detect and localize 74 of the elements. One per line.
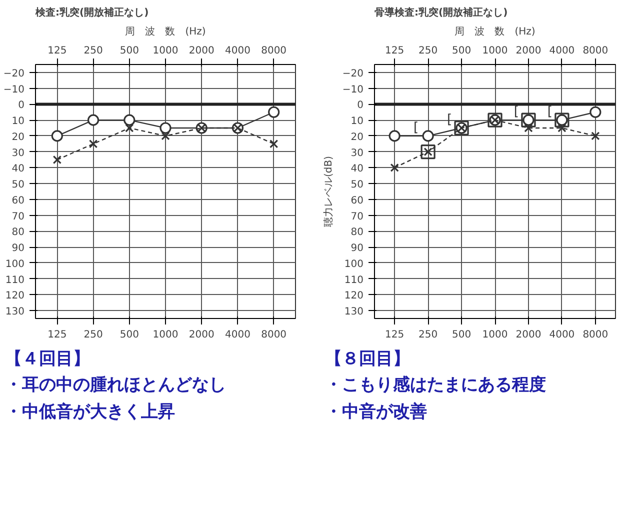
y-tick-label: 80 [350,227,364,238]
x-tick-label: 125 [385,46,404,56]
category-label: 2000 [188,330,214,340]
x-tick-label: 500 [120,46,139,56]
annotation: [ [514,104,520,120]
y-tick-label: 30 [12,148,25,159]
category-label: 500 [452,330,472,340]
x-tick-label: 2000 [188,46,214,56]
text: ・中低音が大きく上昇 [5,400,176,424]
y-tick-label: 100 [344,258,364,270]
x-tick-label: 125 [48,46,67,56]
y-tick-label: 120 [344,290,364,302]
chart-title: 検査:乳突(開放補正なし) [34,6,149,18]
text: 【４回目】 [5,348,91,371]
x-axis-title: 周 波 数 (Hz) [454,26,536,38]
y-tick-label: 130 [5,306,25,318]
x-tick-label: 1000 [152,46,178,56]
y-tick-label: 110 [5,274,25,286]
chart-title: 骨導検査:乳突(開放補正なし) [374,6,508,18]
category-label: 250 [84,330,103,340]
category-label: 125 [48,330,67,340]
y-tick-label: 30 [350,148,364,159]
y-tick-label: 80 [12,227,25,238]
y-tick-label: 20 [12,132,25,143]
y-tick-label: −10 [3,84,25,96]
y-tick-label: 50 [12,180,25,191]
y-tick-label: 20 [350,132,364,143]
x-tick-label: 8000 [582,46,608,56]
annotation: [ [547,104,552,120]
y-tick-label: 90 [350,243,364,254]
y-tick-label: 70 [350,211,364,222]
category-label: 8000 [261,330,287,340]
y-tick-label: −20 [342,68,364,80]
x-tick-label: 250 [418,46,438,56]
y-tick-label: 130 [344,306,364,318]
x-tick-label: 500 [452,46,472,56]
text: ・こもり感はたまにある程度 [325,374,546,398]
y-tick-label: 100 [5,258,25,270]
y-tick-label: 60 [350,195,364,206]
x-axis-title: 周 波 数 (Hz) [125,26,206,38]
text: 【８回目】 [325,348,411,371]
x-tick-label: 2000 [516,46,542,56]
x-tick-label: 1000 [482,46,508,56]
y-tick-label: 10 [12,116,25,128]
category-label: 8000 [582,330,608,340]
category-label: 125 [385,330,404,340]
x-tick-label: 4000 [549,46,575,56]
x-tick-label: 4000 [225,46,250,56]
y-tick-label: 60 [12,195,25,206]
y-tick-label: 70 [12,211,25,222]
category-label: 4000 [549,330,575,340]
category-label: 2000 [516,330,542,340]
y-tick-label: 0 [357,100,364,112]
category-label: 500 [120,330,139,340]
category-label: 1000 [482,330,508,340]
y-tick-label: 50 [350,180,364,191]
y-tick-label: 0 [18,100,25,112]
y-tick-label: 120 [5,290,25,302]
y-tick-label: −20 [3,68,25,80]
y-axis-title: 聴力レベル(dB) [322,156,334,228]
category-label: 250 [418,330,438,340]
y-tick-label: −10 [342,84,364,96]
x-tick-label: 8000 [261,46,287,56]
category-label: 4000 [225,330,250,340]
text: ・中音が改善 [325,400,428,424]
y-tick-label: 90 [12,243,25,254]
y-tick-label: 40 [350,164,364,175]
y-tick-label: 10 [350,116,364,128]
text: ・耳の中の腫れほとんどなし [5,374,226,398]
y-tick-label: 110 [344,274,364,286]
x-tick-label: 250 [84,46,103,56]
annotation: [ [414,120,419,136]
category-label: 1000 [152,330,178,340]
y-tick-label: 40 [12,164,25,175]
